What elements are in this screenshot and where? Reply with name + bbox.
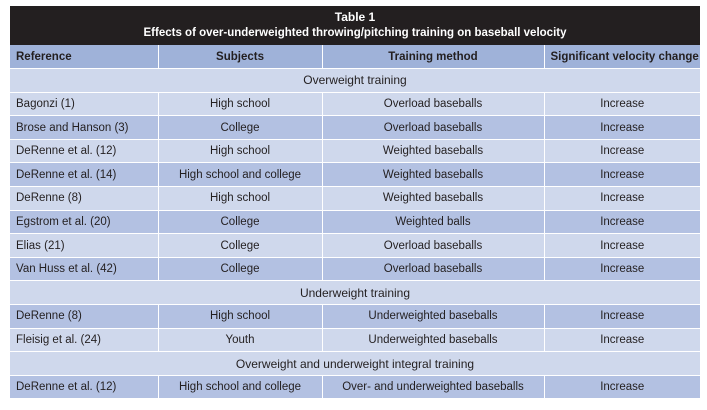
cell-training-method: Over- and underweighted baseballs <box>322 375 545 400</box>
table-row: Van Huss et al. (42) College Overload ba… <box>10 257 700 282</box>
section-row-integral: Overweight and underweight integral trai… <box>10 351 700 376</box>
table-row: Bagonzi (1) High school Overload basebal… <box>10 92 700 117</box>
cell-reference: DeRenne (8) <box>10 186 159 211</box>
table-row: DeRenne (8) High school Underweighted ba… <box>10 304 700 329</box>
section-row-underweight: Underweight training <box>10 280 700 306</box>
cell-training-method: Overload baseballs <box>322 92 545 117</box>
cell-subjects: High school <box>158 304 323 329</box>
cell-velocity-change: Increase <box>544 210 700 235</box>
cell-velocity-change: Increase <box>544 304 700 329</box>
cell-subjects: College <box>158 257 323 282</box>
cell-training-method: Weighted baseballs <box>322 186 545 211</box>
section-label: Underweight training <box>10 280 700 306</box>
cell-velocity-change: Increase <box>544 139 700 164</box>
cell-reference: Van Huss et al. (42) <box>10 257 159 282</box>
table-container: Table 1 Effects of over-underweighted th… <box>10 6 700 400</box>
cell-velocity-change: Increase <box>544 162 700 188</box>
cell-reference: Elias (21) <box>10 233 159 258</box>
section-label: Overweight and underweight integral trai… <box>10 351 700 376</box>
cell-subjects: College <box>158 115 323 140</box>
cell-velocity-change: Increase <box>544 328 700 353</box>
cell-subjects: High school <box>158 186 323 211</box>
section-label: Overweight training <box>10 68 700 93</box>
cell-training-method: Underweighted baseballs <box>322 304 545 329</box>
cell-velocity-change: Increase <box>544 186 700 211</box>
cell-training-method: Weighted baseballs <box>322 162 545 188</box>
cell-subjects: High school and college <box>158 375 323 400</box>
header-reference: Reference <box>10 45 159 70</box>
cell-training-method: Overload baseballs <box>322 233 545 258</box>
cell-reference: Bagonzi (1) <box>10 92 159 117</box>
cell-training-method: Overload baseballs <box>322 257 545 282</box>
table-row: DeRenne et al. (14) High school and coll… <box>10 162 700 188</box>
header-training-method: Training method <box>322 45 545 70</box>
cell-velocity-change: Increase <box>544 375 700 400</box>
table-row: DeRenne et al. (12) High school and coll… <box>10 375 700 400</box>
cell-velocity-change: Increase <box>544 233 700 258</box>
cell-training-method: Weighted balls <box>322 210 545 235</box>
table-row: Fleisig et al. (24) Youth Underweighted … <box>10 328 700 353</box>
cell-training-method: Underweighted baseballs <box>322 328 545 353</box>
cell-velocity-change: Increase <box>544 257 700 282</box>
cell-reference: DeRenne et al. (14) <box>10 162 159 188</box>
header-velocity-change: Significant velocity change <box>544 45 700 70</box>
cell-subjects: High school and college <box>158 162 323 188</box>
cell-subjects: High school <box>158 92 323 117</box>
table-title: Table 1 <box>334 10 376 24</box>
cell-velocity-change: Increase <box>544 115 700 140</box>
cell-subjects: Youth <box>158 328 323 353</box>
cell-reference: Egstrom et al. (20) <box>10 210 159 235</box>
cell-velocity-change: Increase <box>544 92 700 117</box>
cell-reference: DeRenne et al. (12) <box>10 139 159 164</box>
cell-subjects: College <box>158 210 323 235</box>
data-table: Reference Subjects Training method Signi… <box>10 45 700 400</box>
table-row: Elias (21) College Overload baseballs In… <box>10 233 700 258</box>
cell-reference: Fleisig et al. (24) <box>10 328 159 353</box>
table-row: DeRenne (8) High school Weighted basebal… <box>10 186 700 211</box>
table-row: DeRenne et al. (12) High school Weighted… <box>10 139 700 164</box>
cell-reference: DeRenne et al. (12) <box>10 375 159 400</box>
table-row: Brose and Hanson (3) College Overload ba… <box>10 115 700 140</box>
section-row-overweight: Overweight training <box>10 68 700 93</box>
header-subjects: Subjects <box>158 45 323 70</box>
table-subtitle: Effects of over-underweighted throwing/p… <box>143 27 567 39</box>
cell-reference: Brose and Hanson (3) <box>10 115 159 140</box>
cell-subjects: High school <box>158 139 323 164</box>
cell-subjects: College <box>158 233 323 258</box>
header-row: Reference Subjects Training method Signi… <box>10 45 700 70</box>
cell-training-method: Overload baseballs <box>322 115 545 140</box>
cell-training-method: Weighted baseballs <box>322 139 545 164</box>
table-title-bar: Table 1 Effects of over-underweighted th… <box>10 6 700 45</box>
table-row: Egstrom et al. (20) College Weighted bal… <box>10 210 700 235</box>
cell-reference: DeRenne (8) <box>10 304 159 329</box>
